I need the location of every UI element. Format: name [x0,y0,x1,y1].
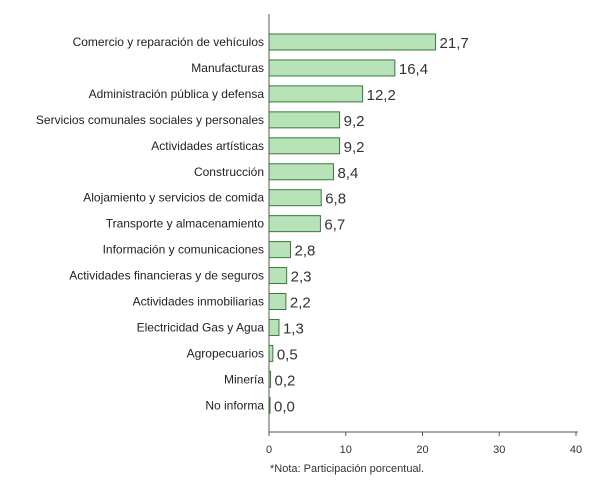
value-labels-layer: 21,716,412,29,29,28,46,86,72,82,32,21,30… [274,35,469,415]
value-label: 0,5 [277,346,298,363]
bar [268,163,334,181]
category-label: Minería [224,372,264,386]
category-labels-layer: Comercio y reparación de vehículos Manufa… [36,35,264,412]
category-label: Actividades artísticas [151,139,264,153]
category-label: Información y comunicaciones [103,243,264,257]
x-tick-label: 10 [340,444,352,456]
category-label: Comercio y reparación de vehículos [73,35,264,49]
bar [268,33,437,51]
category-label: Agropecuarios [187,346,264,360]
value-label: 6,7 [324,217,345,234]
value-label: 6,8 [325,191,346,208]
bar [268,111,341,129]
category-label: Construcción [194,165,264,179]
value-label: 16,4 [399,61,428,78]
value-label: 2,2 [290,295,311,312]
category-label: Transporte y almacenamiento [106,217,265,231]
category-label: No informa [205,398,264,412]
category-label: Alojamiento y servicios de comida [83,191,264,205]
bar [268,293,287,310]
x-tick-label: 30 [493,444,505,456]
value-label: 2,3 [291,269,312,286]
category-label: Actividades inmobiliarias [133,295,264,309]
value-label: 1,3 [283,320,304,337]
x-tick-label: 20 [416,444,428,456]
value-label: 21,7 [440,35,469,52]
bar [268,189,322,207]
value-label: 12,2 [367,87,396,104]
bar [268,241,291,259]
bar [268,59,396,77]
bar [268,137,341,155]
x-axis: 0 10 20 30 40 [266,14,582,456]
category-label: Servicios comunales sociales y personale… [36,113,264,127]
x-tick-label: 40 [570,444,582,456]
bar [268,85,364,103]
value-label: 2,8 [294,243,315,260]
value-label: 8,4 [337,165,358,182]
value-label: 0,0 [274,398,295,415]
value-label: 9,2 [344,113,365,130]
bar [268,344,274,362]
bar [268,267,288,285]
category-label: Actividades financieras y de seguros [69,269,264,283]
x-tick-label: 0 [266,444,272,456]
category-label: Manufacturas [191,61,264,75]
category-label: Electricidad Gas y Agua [137,320,265,334]
bar [268,318,280,336]
category-label: Administración pública y defensa [89,87,265,101]
chart-note: *Nota: Participación porcentual. [270,463,424,475]
value-label: 9,2 [344,139,365,156]
value-label: 0,2 [275,372,296,389]
bar [268,215,321,233]
